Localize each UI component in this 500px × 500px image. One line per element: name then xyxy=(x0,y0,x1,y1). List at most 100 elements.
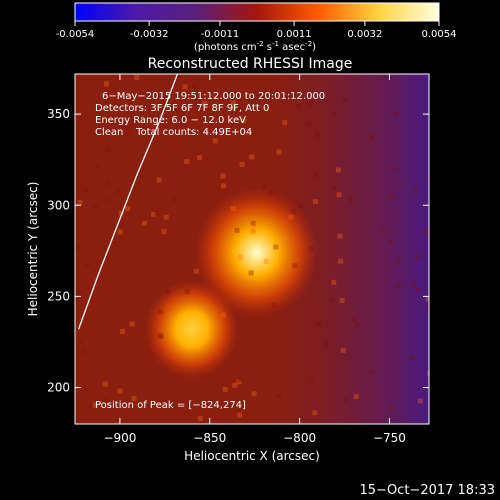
heatmap-pixel xyxy=(263,258,269,264)
annotation-energy-range: Energy Range: 6.0 − 12.0 keV xyxy=(95,115,246,126)
heatmap-pixel xyxy=(396,283,402,289)
heatmap-pixel xyxy=(106,180,112,186)
colorbar-tick-label: -0.0011 xyxy=(201,29,240,40)
heatmap-pixel xyxy=(76,290,82,296)
heatmap-pixel xyxy=(251,391,257,397)
colorbar-tick-label: 0.0032 xyxy=(347,29,382,40)
heatmap-pixel xyxy=(77,199,83,205)
heatmap-pixel xyxy=(417,398,423,404)
plot-area: −900 −850 −800 −750 200 250 300 350 xyxy=(47,73,430,445)
heatmap-pixel xyxy=(157,332,163,338)
heatmap-pixel xyxy=(113,241,119,247)
heatmap-pixel xyxy=(221,183,227,189)
heatmap-pixel xyxy=(197,155,203,161)
heatmap-pixel xyxy=(369,133,375,139)
heatmap-texture xyxy=(75,74,429,422)
heatmap-pixel xyxy=(141,220,147,226)
colorbar-ticks: -0.0054 -0.0032 -0.0011 0.0011 0.0032 0.0054 xyxy=(56,21,457,40)
heatmap-pixel xyxy=(232,382,238,388)
heatmap-pixel xyxy=(423,229,429,235)
plot-frame xyxy=(74,73,430,425)
colorbar: -0.0054 -0.0032 -0.0011 0.0011 0.0032 0.0054 … xyxy=(56,2,457,53)
heatmap-pixel xyxy=(337,233,343,239)
colorbar-tick-label: -0.0032 xyxy=(130,29,169,40)
heatmap-pixel xyxy=(184,158,190,164)
heatmap-pixel xyxy=(336,192,342,198)
heatmap-pixel xyxy=(415,287,421,293)
annotation-clean-counts: Clean Total counts: 4.49E+04 xyxy=(95,127,252,138)
colorbar-tick-label: 0.0011 xyxy=(277,29,312,40)
heatmap-pixel xyxy=(175,74,181,80)
heatmap-pixel xyxy=(114,188,120,194)
heatmap-pixel xyxy=(93,203,99,209)
heatmap-pixel xyxy=(220,173,226,179)
heatmap-pixel xyxy=(163,214,169,220)
heatmap-pixel xyxy=(393,110,399,116)
heatmap-pixel xyxy=(80,349,86,355)
heatmap-pixel xyxy=(103,398,109,404)
heatmap-pixel xyxy=(105,147,111,153)
heatmap-pixel xyxy=(316,321,322,327)
y-tick-label: 350 xyxy=(47,107,70,121)
heatmap-pixel xyxy=(234,227,240,233)
heatmap-pixel xyxy=(380,228,386,234)
heatmap-pixel xyxy=(247,96,253,102)
heatmap-pixel xyxy=(249,92,255,98)
peak-position-label: Position of Peak = [−824,274] xyxy=(95,400,246,411)
heatmap-pixel xyxy=(158,334,164,340)
heatmap-pixel xyxy=(134,75,140,81)
heatmap-pixel xyxy=(238,128,244,134)
heatmap-pixel xyxy=(351,316,357,322)
heatmap-pixel xyxy=(75,244,81,250)
x-tick-label: −900 xyxy=(103,431,136,445)
heatmap-pixel xyxy=(106,197,112,203)
heatmap-pixel xyxy=(117,388,123,394)
heatmap-pixel xyxy=(295,104,301,110)
colorbar-tick-label: -0.0054 xyxy=(56,29,95,40)
heatmap-pixel xyxy=(118,210,124,216)
heatmap-pixel xyxy=(125,206,131,212)
heatmap-pixel xyxy=(161,116,167,122)
heatmap-pixel xyxy=(312,199,318,205)
heatmap-pixel xyxy=(392,166,398,172)
heatmap-pixel xyxy=(125,125,131,131)
heatmap-pixel xyxy=(306,121,312,127)
axis-ticks: −900 −850 −800 −750 200 250 300 350 xyxy=(47,74,429,445)
x-axis-label: Heliocentric X (arcsec) xyxy=(184,449,320,463)
heatmap-pixel xyxy=(369,369,375,375)
y-tick-label: 250 xyxy=(47,289,70,303)
heatmap-pixel xyxy=(292,263,298,269)
heatmap-pixel xyxy=(308,378,314,384)
heatmap-pixel xyxy=(77,338,83,344)
heatmap-pixel xyxy=(117,229,123,235)
heatmap-pixel xyxy=(236,379,242,385)
heatmap-pixel xyxy=(230,100,236,106)
chart-title: Reconstructed RHESSI Image xyxy=(148,56,353,72)
footer-timestamp: 15−Oct−2017 18:33 xyxy=(360,483,495,498)
heatmap-pixel xyxy=(395,258,401,264)
heatmap-pixel xyxy=(427,370,429,376)
heatmap-pixel xyxy=(172,197,178,203)
heatmap-pixel xyxy=(354,321,360,327)
heatmap-pixel xyxy=(250,227,256,233)
heatmap-pixel xyxy=(129,321,135,327)
heatmap-pixel xyxy=(425,304,429,310)
heatmap-pixel xyxy=(388,405,394,411)
x-tick-label: −750 xyxy=(373,431,406,445)
heatmap-pixel xyxy=(261,184,267,190)
heatmap-pixel xyxy=(308,245,314,251)
heatmap-pixel xyxy=(410,282,416,288)
heatmap-pixel xyxy=(276,149,282,155)
heatmap-pixel xyxy=(120,328,126,334)
heatmap-pixel xyxy=(414,254,420,260)
heatmap-pixel xyxy=(92,402,98,408)
heatmap-pixel xyxy=(250,229,256,235)
heatmap-pixel xyxy=(332,110,338,116)
heatmap-pixel xyxy=(193,268,199,274)
heatmap-pixel xyxy=(249,154,255,160)
heatmap-pixel xyxy=(307,100,313,106)
heatmap-pixel xyxy=(123,131,129,137)
y-axis-label: Heliocentric Y (arcsec) xyxy=(26,182,40,317)
heatmap-pixel xyxy=(338,258,344,264)
